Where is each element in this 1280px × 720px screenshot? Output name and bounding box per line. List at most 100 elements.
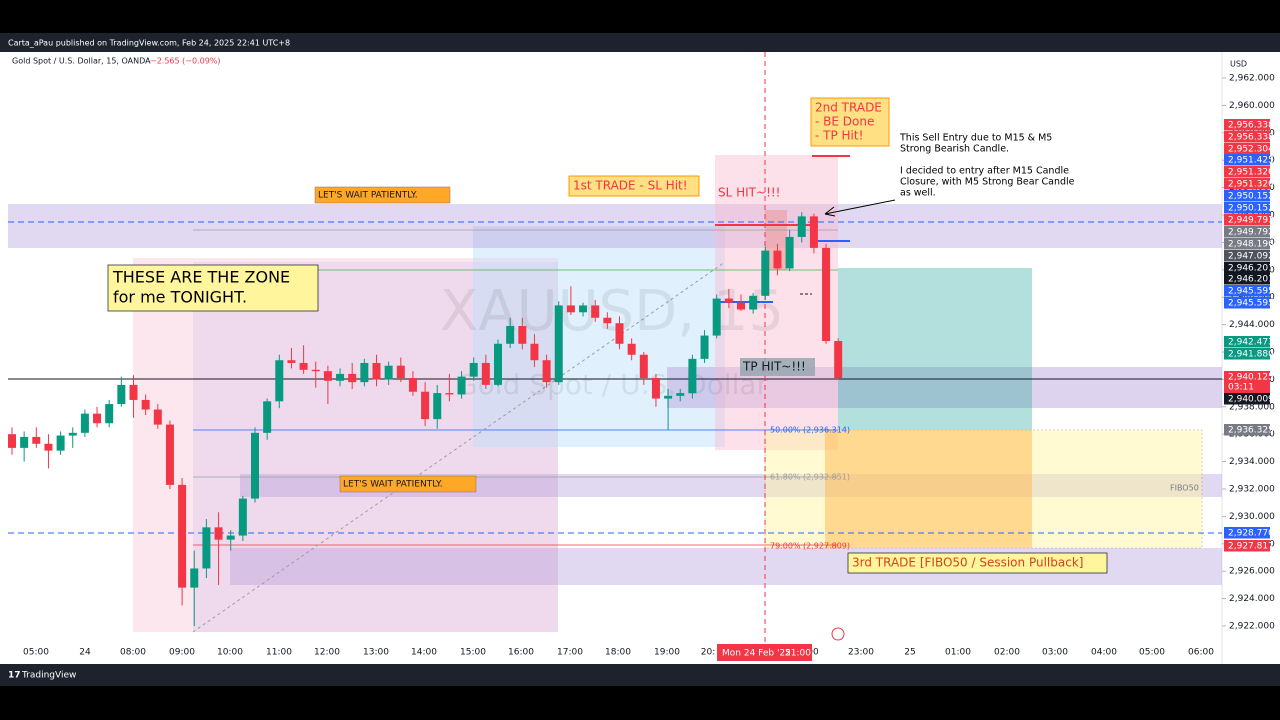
time-label: 06:00 (1188, 648, 1214, 658)
candle-body (360, 362, 369, 383)
footer-bar (0, 664, 1280, 686)
label-box (314, 186, 451, 204)
candle-body (494, 343, 502, 385)
brand: TradingView (21, 671, 76, 681)
price-tag-label: 2,945.595 (1228, 299, 1274, 309)
candle-body (384, 365, 393, 380)
candle-body (348, 373, 357, 383)
time-label: 16:00 (508, 648, 534, 658)
time-label: 20: (701, 648, 715, 658)
candle-body (372, 362, 381, 380)
candle-body (566, 305, 575, 313)
price-tag-label: 2,951.320 (1228, 180, 1274, 190)
candle-body (457, 376, 466, 395)
candle-body (797, 216, 806, 237)
annotation: FIBO50 (1170, 484, 1199, 493)
candle-body (822, 247, 831, 342)
candle-body (785, 236, 794, 269)
price-tag-label: 2,941.880 (1228, 350, 1274, 360)
price-tag-label: 2,945.595 (1228, 287, 1274, 297)
candle-body (724, 298, 733, 303)
candle-body (591, 305, 600, 318)
price-tag-label: 2,951.425 (1228, 156, 1274, 166)
price-label: 2,926.000 (1229, 567, 1275, 577)
price-tag (1224, 178, 1270, 190)
price-label: 2,922.000 (1229, 621, 1275, 631)
currency: USD (1230, 60, 1247, 69)
candle-body (141, 399, 150, 410)
candle-body (80, 413, 89, 433)
annotation: THESE ARE THE ZONE (112, 268, 290, 287)
price-label: 2,944.000 (1229, 320, 1275, 330)
cursor-time: 21:00 (785, 649, 811, 659)
annotation: 1st TRADE - SL Hit! (573, 179, 688, 193)
candle-body (433, 393, 442, 420)
price-tag (1224, 371, 1270, 393)
time-label: 01:00 (945, 648, 971, 658)
time-label: 05:00 (1139, 648, 1165, 658)
candle-body (129, 384, 138, 400)
candle-body (251, 432, 259, 499)
annotation: TP HIT~!!! (742, 360, 806, 374)
annotation: - BE Done (815, 115, 874, 129)
zone-pink (133, 258, 558, 632)
candle-body (712, 298, 721, 336)
annotation: 3rd TRADE [FIBO50 / Session Pullback] (852, 556, 1083, 570)
price-tag (1224, 202, 1270, 214)
label-box (740, 358, 815, 376)
note: as well. (900, 188, 936, 199)
label-box (107, 264, 319, 312)
price-tag (1224, 190, 1270, 202)
price-tag-label: 2,950.152 (1228, 192, 1274, 202)
candles (8, 212, 843, 626)
price-tag (1224, 297, 1270, 309)
price-tag-label: 2,951.320 (1228, 168, 1274, 178)
price-tag-label: 2,956.338 (1228, 133, 1274, 143)
fib-trend (192, 261, 726, 633)
price-tag (1224, 214, 1270, 226)
time-label: 04:00 (1091, 648, 1117, 658)
candle-body (275, 360, 284, 402)
arrow (824, 199, 896, 217)
time-label: 11:00 (266, 648, 292, 658)
time-label: 08:00 (120, 648, 146, 658)
candle-body (469, 362, 478, 377)
candle-body (105, 404, 114, 424)
fib-label: 61.80% (2,932.851) (770, 473, 850, 482)
candle-body (190, 568, 199, 588)
price-tag (1224, 262, 1270, 274)
candle-body (809, 216, 818, 248)
watermark-sub: Gold Spot / U.S. Dollar (456, 368, 769, 401)
price-label: 2,960.000 (1229, 101, 1275, 111)
candle-body (615, 323, 624, 344)
time-label: 24 (79, 648, 91, 658)
zone-blue (473, 226, 725, 447)
price-label: 2,962.000 (1229, 74, 1275, 84)
price-tag-label: 2,940.125 (1228, 373, 1274, 383)
price-tag (1224, 143, 1270, 155)
time-label: 00 (807, 648, 819, 658)
candle-body (336, 373, 345, 381)
label-box (339, 475, 477, 493)
candle-body (299, 362, 308, 370)
price-tag-label: 2,949.793 (1228, 216, 1274, 226)
annotation: for me TONIGHT. (113, 288, 247, 307)
price-label: 2,924.000 (1229, 594, 1275, 604)
candle-body (178, 484, 187, 588)
candle-body (421, 391, 430, 420)
change: −2.565 (−0.09%) (150, 57, 221, 66)
candle-body (737, 302, 745, 310)
candle-body (773, 250, 782, 269)
candle-body (700, 335, 709, 359)
candle-body (153, 409, 162, 425)
price-label: 2,932.000 (1229, 484, 1275, 494)
cursor-date: Mon 24 Feb '25 (722, 649, 791, 659)
candle-body (506, 325, 515, 344)
candle-body (117, 384, 126, 405)
time-label: 23:00 (848, 648, 874, 658)
price-tag (1224, 250, 1270, 262)
price-tag (1224, 238, 1270, 250)
candle-body (214, 527, 223, 540)
candle-body (165, 424, 174, 485)
